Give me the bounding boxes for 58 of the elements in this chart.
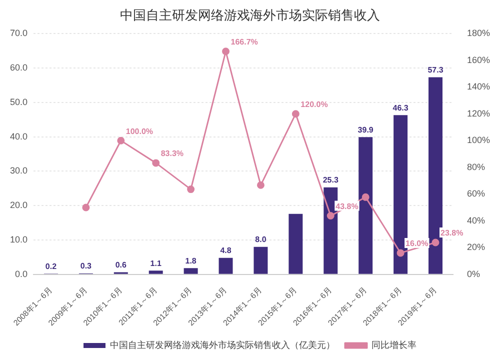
data-label: 43.8% (336, 202, 358, 211)
y2-tick-label: 180% (466, 28, 490, 38)
y2-tick-label: 140% (466, 82, 490, 92)
bar (148, 270, 163, 274)
bar (358, 137, 373, 274)
y-tick-label: 20.0 (10, 200, 28, 210)
y-tick-label: 10.0 (10, 234, 28, 244)
y2-tick-label: 100% (466, 135, 490, 146)
data-label: 57.3 (428, 65, 444, 74)
point (292, 110, 300, 118)
point (187, 186, 195, 194)
bar (394, 115, 408, 274)
y2-tick-label: 20% (466, 242, 485, 252)
bar (184, 268, 198, 274)
data-label: 83.3% (160, 149, 184, 158)
point (222, 48, 230, 56)
data-label: 16.0% (406, 239, 428, 248)
bar (288, 214, 303, 274)
chart-title: 中国自主研发网络游戏海外市场实际销售收入 (120, 7, 380, 22)
point (256, 181, 264, 189)
data-label: 120.0% (300, 100, 328, 110)
y-tick-label: 50.0 (10, 96, 28, 107)
data-label: 8.0 (255, 235, 267, 244)
legend-label: 同比增长率 (372, 340, 416, 350)
y-tick-label: 30.0 (10, 166, 28, 176)
point (396, 249, 404, 257)
point (117, 136, 125, 144)
y-tick-label: 0.0 (15, 268, 28, 279)
y2-tick-label: 0% (466, 268, 480, 279)
data-label: 1.1 (150, 258, 162, 268)
point (326, 212, 334, 220)
point (432, 238, 440, 246)
y2-tick-label: 40% (466, 215, 485, 226)
y-tick-label: 40.0 (10, 131, 28, 142)
bar (254, 246, 268, 274)
data-label: 1.8 (185, 256, 197, 266)
data-label: 0.3 (80, 262, 92, 271)
y2-tick-label: 80% (466, 162, 485, 172)
legend-label: 中国自主研发网络游戏海外市场实际销售收入（亿美元） (110, 340, 335, 350)
data-label: 25.3 (322, 176, 339, 185)
data-label: 0.2 (45, 262, 58, 271)
point (152, 159, 160, 167)
data-label: 23.8% (440, 228, 464, 238)
y-tick-label: 70.0 (10, 28, 28, 38)
data-label: 100.0% (126, 126, 154, 136)
data-label: 4.8 (220, 246, 232, 256)
bar (428, 77, 442, 274)
y2-tick-label: 60% (466, 188, 485, 199)
y2-tick-label: 160% (466, 54, 490, 65)
data-label: 0.6 (115, 260, 128, 270)
data-label: 46.3 (392, 103, 409, 112)
data-label: 166.7% (230, 38, 258, 47)
y2-tick-label: 120% (466, 108, 490, 118)
bar (218, 258, 233, 274)
data-label: 39.9 (358, 125, 374, 134)
point (82, 204, 90, 212)
point (362, 193, 370, 201)
y-tick-label: 60.0 (10, 62, 28, 72)
